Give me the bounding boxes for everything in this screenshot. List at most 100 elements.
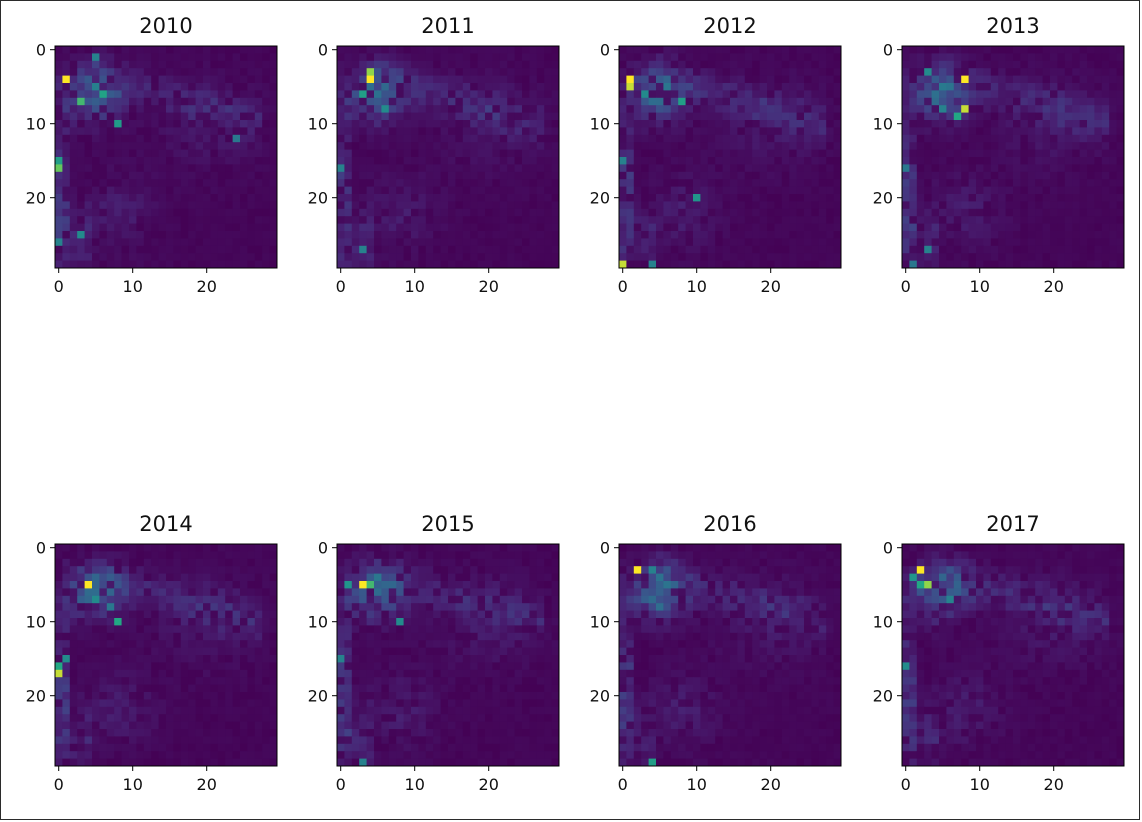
heatmap-cell	[678, 105, 686, 113]
heatmap-cell	[641, 238, 649, 247]
heatmap-cell	[551, 216, 560, 224]
heatmap-cell	[129, 714, 137, 722]
heatmap-cell	[143, 603, 152, 611]
heatmap-cell	[254, 201, 263, 210]
heatmap-cell	[240, 706, 248, 715]
heatmap-cell	[514, 208, 523, 217]
y-tick-label: 0	[36, 41, 46, 60]
heatmap-cell	[337, 588, 345, 597]
heatmap-cell	[529, 625, 538, 634]
heatmap-cell	[396, 544, 404, 552]
heatmap-cell	[158, 208, 167, 217]
heatmap-cell	[173, 595, 182, 604]
heatmap-cell	[188, 53, 196, 62]
heatmap-cell	[344, 595, 353, 604]
heatmap-cell	[916, 46, 925, 54]
heatmap-cell	[1057, 171, 1066, 180]
heatmap-cell	[826, 231, 834, 239]
heatmap-cell	[730, 208, 738, 217]
heatmap-cell	[114, 625, 122, 634]
heatmap-cell	[262, 714, 270, 722]
heatmap-cell	[388, 171, 397, 180]
heatmap-cell	[344, 164, 353, 173]
heatmap-cell	[254, 83, 263, 91]
heatmap-cell	[396, 134, 404, 143]
heatmap-cell	[1027, 216, 1036, 224]
heatmap-cell	[173, 632, 182, 641]
heatmap-cell	[114, 53, 122, 62]
heatmap-cell	[1027, 134, 1036, 143]
heatmap-cell	[203, 558, 211, 567]
heatmap-cell	[759, 46, 768, 54]
heatmap-cell	[767, 171, 775, 180]
heatmap-cell	[418, 640, 427, 648]
heatmap-cell	[1116, 134, 1125, 143]
heatmap-cell	[262, 127, 270, 136]
heatmap-cell	[522, 134, 530, 143]
heatmap-cell	[1057, 97, 1066, 106]
heatmap-cell	[924, 149, 932, 158]
heatmap-cell	[722, 208, 731, 217]
heatmap-cell	[544, 157, 552, 165]
heatmap-cell	[217, 127, 226, 136]
heatmap-cell	[544, 142, 552, 150]
heatmap-cell	[344, 231, 353, 239]
heatmap-cell	[84, 714, 93, 722]
heatmap-cell	[633, 142, 642, 150]
heatmap-cell	[998, 186, 1006, 195]
heatmap-cell	[143, 157, 152, 165]
heatmap-cell	[953, 208, 962, 217]
heatmap-cell	[499, 149, 508, 158]
heatmap-cell	[337, 60, 345, 69]
heatmap-cell	[99, 647, 108, 656]
heatmap-cell	[166, 164, 174, 173]
heatmap-cell	[1079, 83, 1088, 91]
heatmap-cell	[826, 90, 834, 99]
heatmap-cell	[1020, 142, 1029, 150]
heatmap-cell	[477, 610, 486, 619]
heatmap-cell	[403, 68, 412, 76]
heatmap-cell	[507, 551, 515, 560]
heatmap-cell	[544, 149, 552, 158]
heatmap-cell	[344, 253, 353, 261]
heatmap-cell	[626, 46, 635, 54]
heatmap-cell	[1094, 90, 1103, 99]
heatmap-cell	[217, 573, 226, 582]
heatmap-cell	[730, 245, 738, 254]
heatmap-cell	[203, 208, 211, 217]
heatmap-cell	[433, 231, 441, 239]
heatmap-cell	[811, 120, 820, 128]
heatmap-cell	[62, 603, 71, 611]
heatmap-cell	[551, 632, 560, 641]
heatmap-cell	[656, 164, 664, 173]
heatmap-cell	[448, 558, 456, 567]
heatmap-cell	[158, 647, 167, 656]
heatmap-cell	[1035, 134, 1043, 143]
heatmap-cell	[225, 46, 233, 54]
heatmap-cell	[433, 142, 441, 150]
heatmap-cell	[902, 127, 910, 136]
heatmap-cell	[641, 201, 649, 210]
heatmap-cell	[143, 201, 152, 210]
heatmap-cell	[1087, 179, 1095, 187]
heatmap-cell	[195, 581, 204, 589]
heatmap-cell	[136, 581, 145, 589]
heatmap-cell	[440, 544, 449, 552]
heatmap-cell	[931, 260, 940, 269]
heatmap-cell	[514, 245, 523, 254]
heatmap-cell	[939, 46, 947, 54]
heatmap-cell	[351, 588, 360, 597]
heatmap-cell	[656, 171, 664, 180]
heatmap-cell	[1027, 112, 1036, 121]
heatmap-cell	[619, 134, 627, 143]
heatmap-cell	[69, 714, 78, 722]
heatmap-cell	[648, 83, 657, 91]
heatmap-cell	[425, 625, 434, 634]
heatmap-cell	[767, 142, 775, 150]
heatmap-cell	[247, 573, 256, 582]
heatmap-cell	[425, 551, 434, 560]
heatmap-cell	[916, 216, 925, 224]
heatmap-cell	[1116, 253, 1125, 261]
heatmap-cell	[1101, 171, 1110, 180]
heatmap-cell	[92, 97, 100, 106]
